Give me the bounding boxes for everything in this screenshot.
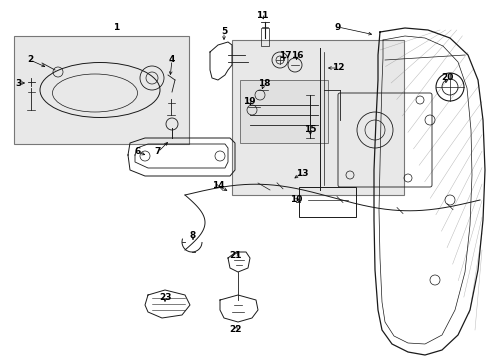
Text: 14: 14	[211, 181, 224, 190]
Text: 3: 3	[15, 78, 21, 87]
Text: 23: 23	[159, 292, 171, 302]
Bar	[240, 80, 327, 143]
Text: 18: 18	[257, 80, 270, 89]
Text: 6: 6	[135, 148, 141, 157]
Bar	[14, 36, 189, 144]
Text: 10: 10	[289, 195, 302, 204]
Text: 12: 12	[331, 63, 344, 72]
Text: 7: 7	[155, 148, 161, 157]
Text: 9: 9	[334, 22, 341, 31]
Text: 22: 22	[229, 324, 242, 333]
Text: 19: 19	[242, 96, 255, 105]
Text: 1: 1	[113, 23, 119, 32]
Text: 15: 15	[303, 126, 316, 135]
Text: 5: 5	[221, 27, 226, 36]
Bar	[261, 28, 268, 46]
Text: 2: 2	[27, 55, 33, 64]
Bar	[231, 40, 403, 195]
Text: 16: 16	[290, 50, 303, 59]
Text: 21: 21	[229, 251, 242, 260]
Text: 17: 17	[278, 50, 291, 59]
Text: 13: 13	[295, 168, 307, 177]
Text: 8: 8	[189, 231, 196, 240]
Text: 20: 20	[440, 73, 452, 82]
Text: 11: 11	[255, 12, 268, 21]
Text: 4: 4	[168, 55, 175, 64]
